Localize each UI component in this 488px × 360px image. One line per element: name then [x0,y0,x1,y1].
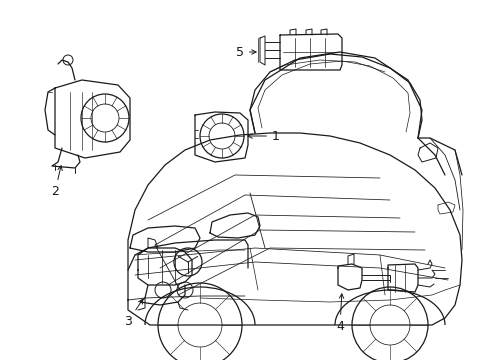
Text: 3: 3 [124,299,142,328]
Text: 5: 5 [236,45,256,59]
Text: 4: 4 [335,294,343,333]
Text: 2: 2 [51,166,62,198]
Text: 1: 1 [247,130,279,143]
